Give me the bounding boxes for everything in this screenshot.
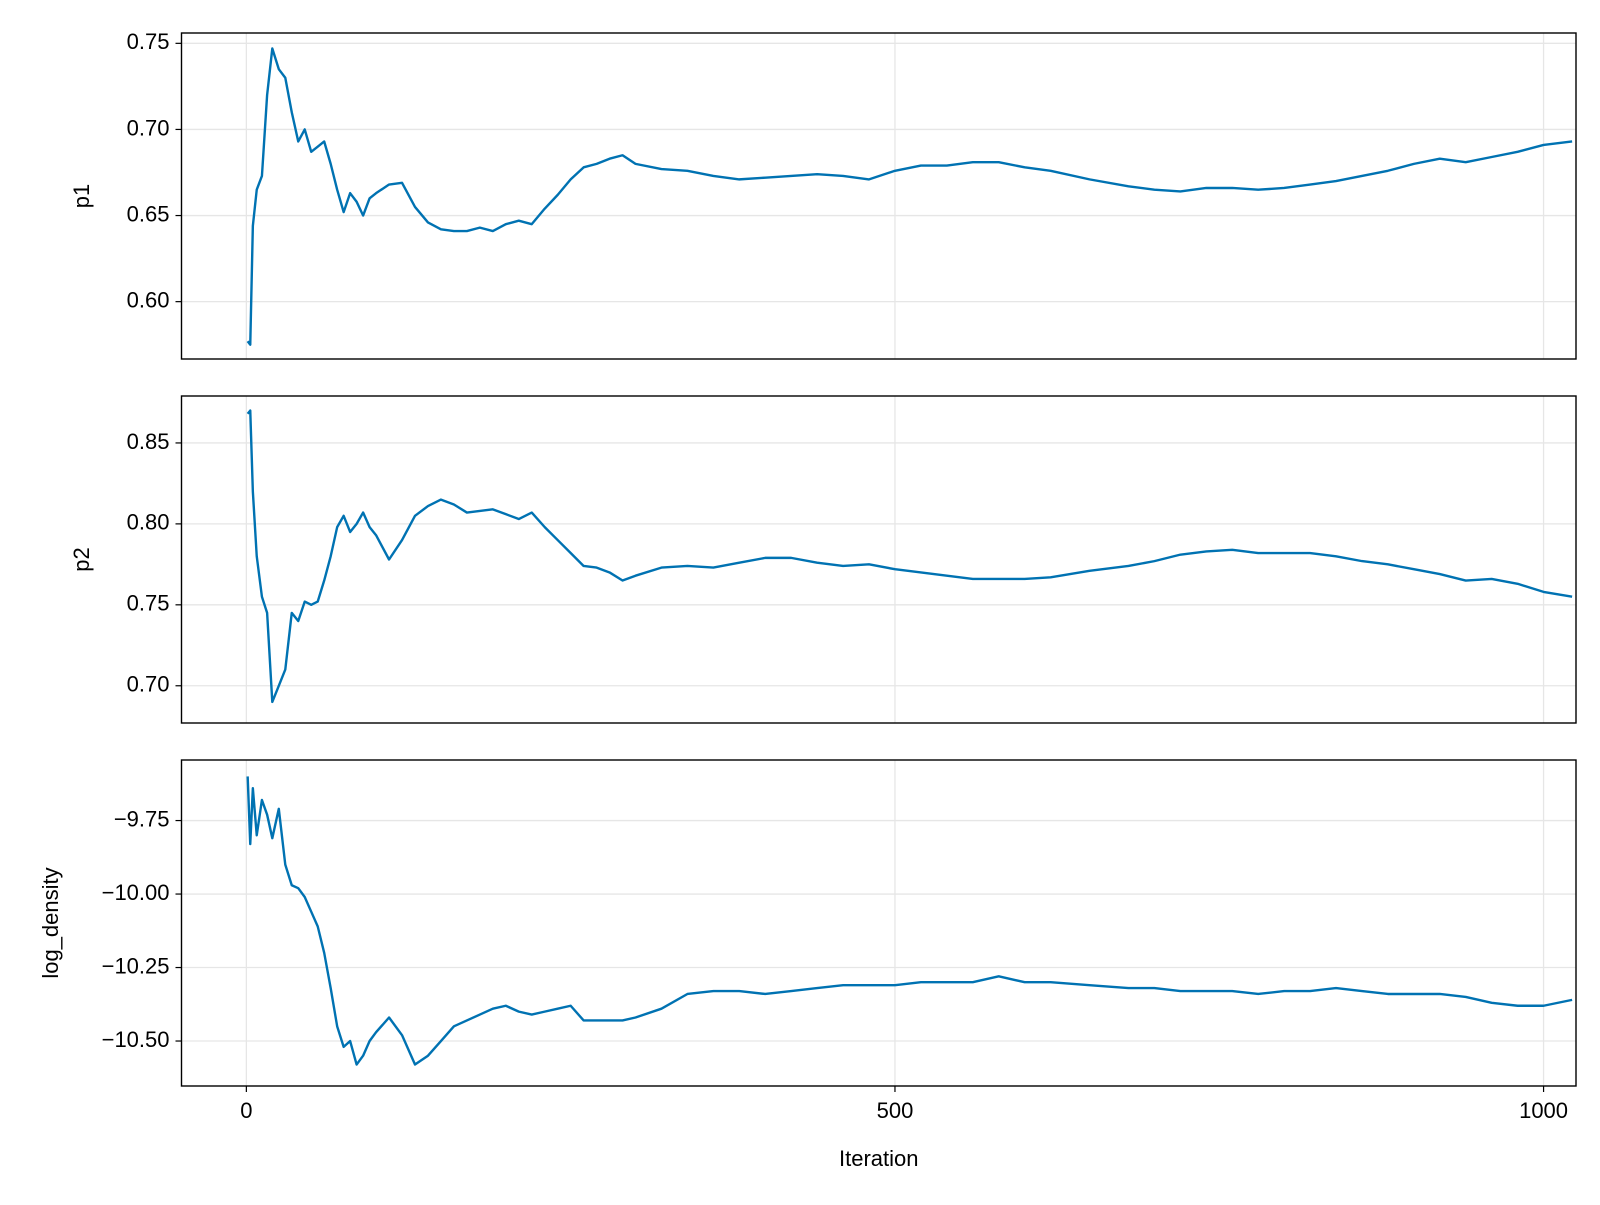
data-line [246,47,1573,346]
y-tick-label: −10.25 [102,953,170,978]
y-tick-label: 0.75 [127,29,170,54]
y-tick-label: −10.50 [102,1027,170,1052]
axes-frame [180,395,1577,724]
y-tick-label: 0.85 [127,429,170,454]
y-tick-label: 0.70 [127,115,170,140]
axes-frame [180,32,1577,360]
y-tick-label: 0.75 [127,591,170,616]
y-axis-label: p2 [69,547,94,571]
y-axis-label: p1 [69,184,94,208]
x-tick-label: 500 [877,1098,914,1123]
y-tick-label: 0.60 [127,287,170,312]
y-tick-label: 0.65 [127,201,170,226]
y-tick-label: 0.70 [127,672,170,697]
x-tick-label: 1000 [1519,1098,1568,1123]
data-line [246,409,1573,704]
y-tick-label: 0.80 [127,510,170,535]
axes-frame [180,759,1577,1087]
y-tick-label: −9.75 [114,806,170,831]
y-tick-label: −10.00 [102,880,170,905]
data-line [246,776,1573,1066]
x-tick-label: 0 [240,1098,252,1123]
y-axis-label: log_density [38,867,63,978]
x-axis-label: Iteration [839,1146,919,1171]
